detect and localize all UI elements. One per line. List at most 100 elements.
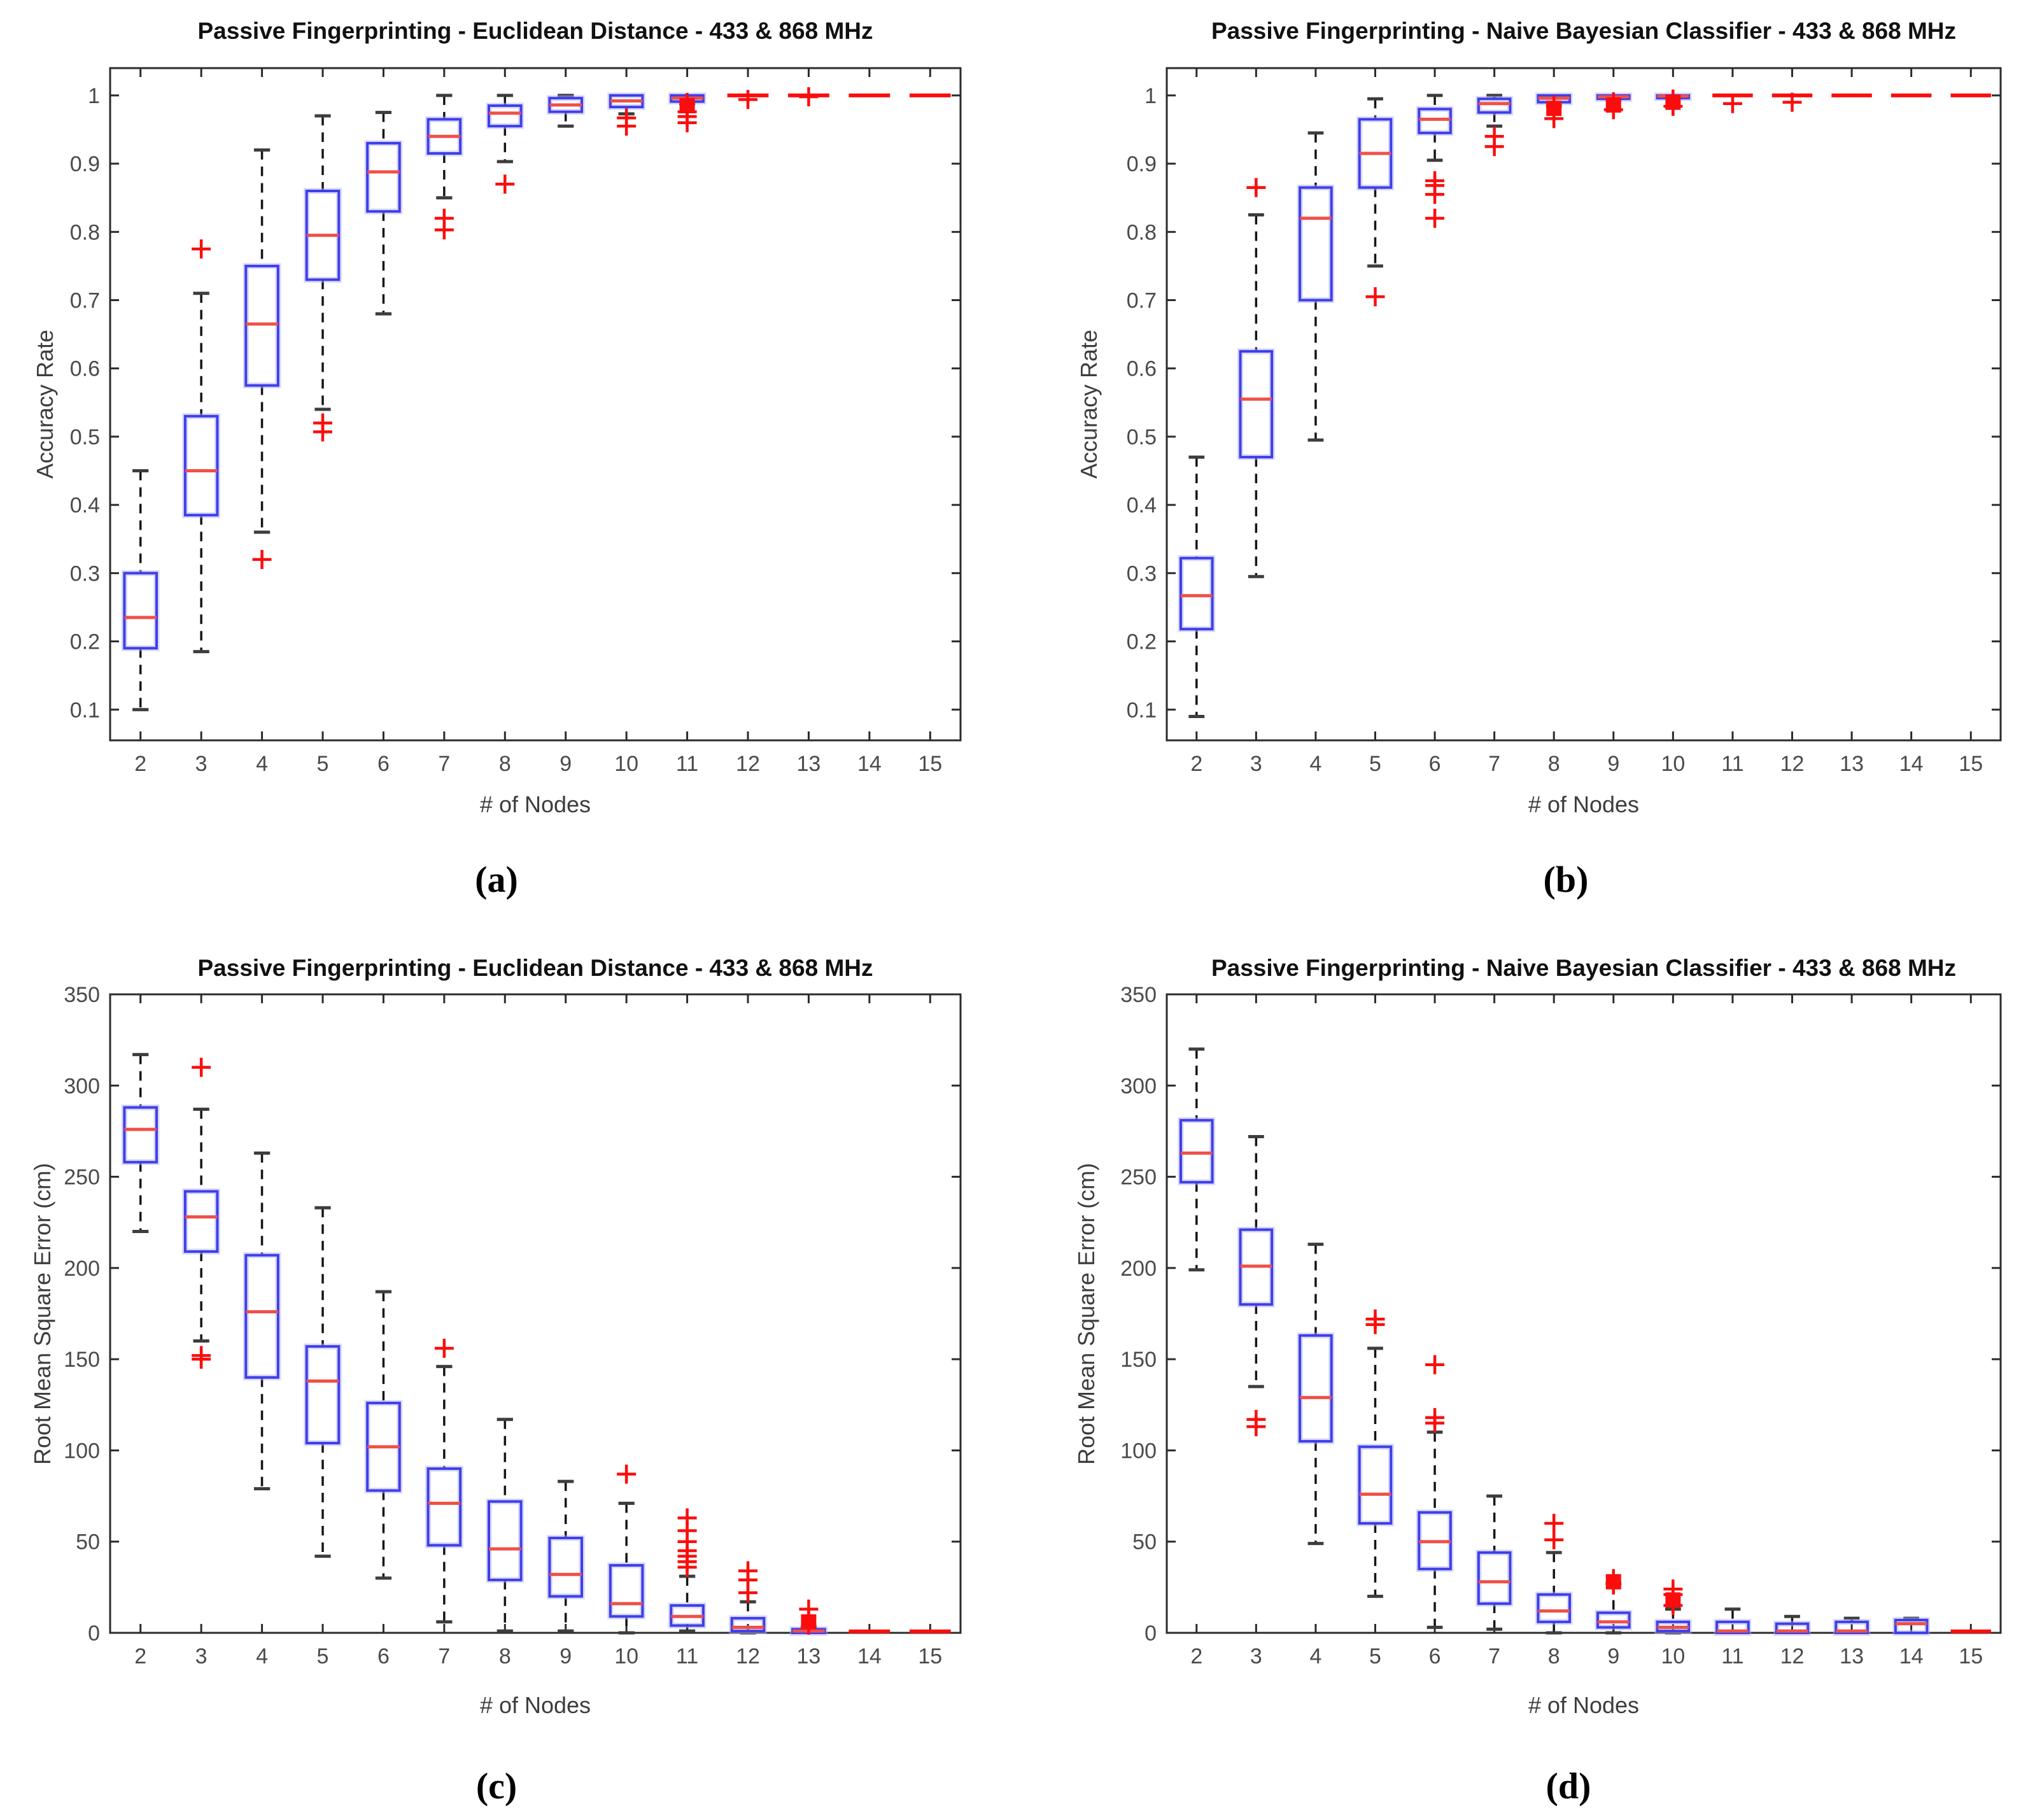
svg-text:5: 5: [317, 1644, 329, 1668]
svg-text:14: 14: [1899, 752, 1924, 776]
svg-text:7: 7: [1488, 1644, 1500, 1668]
svg-text:0.6: 0.6: [70, 357, 100, 381]
boxplot-canvas-d: 0 50 100 150 200 250 300 350 2 3 4 5 6 7 8 9 10 11 12 13 14 1…: [1120, 983, 2002, 1668]
svg-text:15: 15: [1959, 752, 1983, 776]
svg-text:0.5: 0.5: [70, 425, 100, 449]
svg-text:7: 7: [438, 1644, 450, 1668]
svg-text:100: 100: [64, 1439, 100, 1463]
svg-text:15: 15: [1959, 1644, 1983, 1668]
svg-text:13: 13: [1840, 752, 1864, 776]
x-axis-label-d: # of Nodes: [1528, 1692, 1640, 1718]
svg-text:8: 8: [1548, 1644, 1560, 1668]
chart-title-b: Passive Fingerprinting - Naive Bayesian …: [1211, 18, 1957, 44]
svg-text:4: 4: [256, 752, 268, 776]
svg-text:13: 13: [797, 1644, 821, 1668]
svg-text:0.3: 0.3: [70, 561, 100, 586]
svg-text:10: 10: [614, 1644, 638, 1668]
svg-text:10: 10: [1661, 752, 1685, 776]
svg-text:200: 200: [1120, 1257, 1157, 1281]
svg-text:7: 7: [1488, 752, 1500, 776]
svg-text:5: 5: [317, 752, 329, 776]
svg-text:13: 13: [797, 752, 821, 776]
svg-text:9: 9: [560, 752, 572, 776]
svg-text:8: 8: [499, 1644, 511, 1668]
svg-text:9: 9: [1607, 752, 1619, 776]
svg-text:350: 350: [64, 983, 100, 1007]
svg-text:0.1: 0.1: [70, 698, 100, 723]
svg-text:4: 4: [1309, 1644, 1321, 1668]
boxplot-canvas-a: 0.1 0.2 0.3 0.4 0.5 0.6 0.7 0.8 0.9 1 2 3 4 5 6 7 8 9 10 11…: [70, 67, 962, 776]
chart-title-d: Passive Fingerprinting - Naive Bayesian …: [1211, 955, 1957, 981]
svg-text:5: 5: [1369, 752, 1381, 776]
svg-text:0.8: 0.8: [70, 220, 100, 244]
svg-text:2: 2: [134, 1644, 146, 1668]
svg-text:100: 100: [1120, 1439, 1157, 1463]
svg-text:50: 50: [76, 1530, 100, 1555]
svg-text:11: 11: [676, 1644, 698, 1668]
svg-text:0.4: 0.4: [1127, 493, 1157, 518]
subfigure-label-d: (d): [1546, 1765, 1591, 1807]
svg-text:3: 3: [1250, 1644, 1262, 1668]
subfigure-label-c: (c): [475, 1765, 518, 1807]
svg-text:0.3: 0.3: [1127, 561, 1157, 586]
svg-text:0.6: 0.6: [1127, 357, 1157, 381]
svg-text:0.4: 0.4: [70, 493, 100, 518]
svg-text:50: 50: [1132, 1530, 1157, 1555]
svg-text:4: 4: [1309, 752, 1321, 776]
svg-text:0.1: 0.1: [1127, 698, 1157, 723]
chart-title-a: Passive Fingerprinting - Euclidean Dista…: [197, 18, 873, 44]
svg-text:12: 12: [1780, 752, 1805, 776]
svg-text:1: 1: [1144, 84, 1157, 108]
svg-text:0: 0: [1144, 1621, 1157, 1646]
svg-text:15: 15: [918, 1644, 942, 1668]
svg-text:8: 8: [1548, 752, 1560, 776]
subfigure-label-a: (a): [475, 859, 518, 900]
svg-text:300: 300: [1120, 1074, 1157, 1098]
svg-text:3: 3: [195, 752, 208, 776]
svg-text:15: 15: [918, 752, 942, 776]
svg-text:12: 12: [1780, 1644, 1805, 1668]
x-axis-label-b: # of Nodes: [1528, 791, 1640, 817]
svg-text:2: 2: [1190, 752, 1202, 776]
svg-text:0.9: 0.9: [70, 152, 100, 176]
svg-text:0: 0: [88, 1621, 100, 1646]
svg-text:6: 6: [1429, 752, 1441, 776]
svg-text:6: 6: [377, 752, 390, 776]
svg-text:10: 10: [614, 752, 638, 776]
svg-text:0.7: 0.7: [1127, 289, 1157, 313]
svg-text:150: 150: [64, 1348, 100, 1372]
svg-text:14: 14: [857, 1644, 882, 1668]
svg-text:13: 13: [1840, 1644, 1864, 1668]
svg-text:0.2: 0.2: [1127, 630, 1157, 654]
svg-text:6: 6: [377, 1644, 390, 1668]
svg-text:4: 4: [256, 1644, 268, 1668]
x-axis-label-c: # of Nodes: [479, 1692, 591, 1718]
svg-text:0.2: 0.2: [70, 630, 100, 654]
svg-text:3: 3: [1250, 752, 1262, 776]
subfigure-label-b: (b): [1543, 859, 1589, 900]
svg-text:1: 1: [88, 84, 100, 108]
svg-text:150: 150: [1120, 1348, 1157, 1372]
svg-text:200: 200: [64, 1257, 100, 1281]
svg-text:0.5: 0.5: [1127, 425, 1157, 449]
svg-text:300: 300: [64, 1074, 100, 1098]
svg-text:9: 9: [560, 1644, 572, 1668]
svg-text:10: 10: [1661, 1644, 1685, 1668]
svg-text:14: 14: [1899, 1644, 1924, 1668]
svg-text:7: 7: [438, 752, 450, 776]
svg-text:5: 5: [1369, 1644, 1381, 1668]
svg-text:0.9: 0.9: [1127, 152, 1157, 176]
svg-text:8: 8: [499, 752, 511, 776]
svg-text:11: 11: [676, 752, 698, 776]
x-axis-label-a: # of Nodes: [479, 791, 591, 817]
svg-text:6: 6: [1429, 1644, 1441, 1668]
svg-text:3: 3: [195, 1644, 208, 1668]
boxplot-canvas-b: 0.10.20.30.40.50.60.70.80.912 3 4 5 6 7 8 9 10 11…: [1127, 67, 2002, 776]
svg-text:11: 11: [1721, 752, 1743, 776]
svg-text:2: 2: [1190, 1644, 1202, 1668]
svg-text:250: 250: [1120, 1166, 1157, 1190]
chart-title-c: Passive Fingerprinting - Euclidean Dista…: [197, 955, 873, 981]
svg-text:2: 2: [134, 752, 146, 776]
svg-text:0.7: 0.7: [70, 289, 100, 313]
